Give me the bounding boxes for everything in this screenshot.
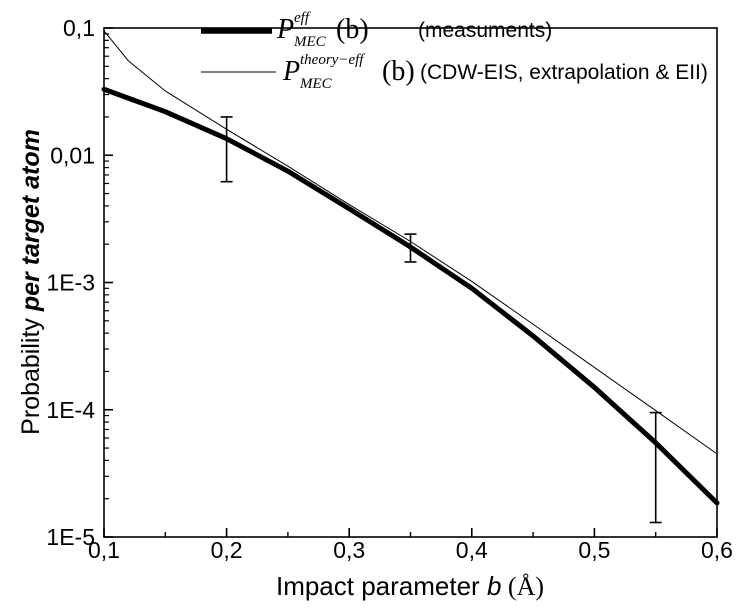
x-tick-label: 0,3 [333, 537, 365, 563]
legend-label-1: P eff MEC (b) [276, 9, 369, 50]
legend-1-sup: eff [294, 10, 311, 26]
x-tick-label: 0,1 [88, 537, 120, 563]
legend: P eff MEC (b) (measuments) P theory−eff … [201, 9, 708, 92]
y-axis-title: Probability per target atom [17, 129, 45, 435]
error-bar [220, 116, 233, 183]
legend-1-symbol: P [276, 14, 294, 45]
x-tick-label: 0,6 [701, 537, 733, 563]
legend-2-sub: MEC [299, 76, 333, 92]
error-bar [649, 411, 662, 524]
x-tick-label: 0,2 [211, 537, 243, 563]
y-tick-label: 1E-3 [46, 270, 95, 296]
legend-note-1: (measuments) [418, 19, 552, 42]
x-tick-label: 0,4 [456, 537, 488, 563]
series-line-theory [103, 30, 718, 455]
x-tick-label: 0,5 [578, 537, 610, 563]
errorbar-layer [220, 116, 662, 524]
plot-frame [103, 27, 718, 538]
legend-2-sup: theory−eff [300, 52, 365, 68]
legend-2-arg: (b) [382, 56, 415, 87]
y-tick-label: 0,1 [63, 15, 95, 41]
y-tick-label: 1E-5 [46, 524, 95, 550]
legend-2-symbol: P [282, 56, 300, 87]
x-axis-title-unit: (Å) [501, 572, 544, 601]
y-axis-title-prefix: Probability [17, 311, 45, 435]
y-tick-label: 0,01 [50, 142, 95, 168]
error-bar [404, 233, 417, 263]
x-axis-title-prefix: Impact parameter [276, 571, 487, 601]
legend-1-arg: (b) [336, 14, 369, 45]
series-line-measurements [101, 86, 720, 506]
y-axis-title-emph: per target atom [17, 129, 45, 312]
legend-1-sub: MEC [293, 34, 327, 50]
series-layer [101, 30, 720, 506]
tick-layer: 0,1 0,2 0,3 0,4 0,5 0,6 0,1 0,01 1E-3 1E-4 1E-5 [46, 15, 733, 563]
legend-label-2: P theory−eff MEC (b) [282, 51, 415, 92]
legend-note-2: (CDW-EIS, extrapolation & EII) [420, 61, 708, 84]
x-axis-title-var: b [487, 571, 501, 601]
y-tick-label: 1E-4 [46, 397, 95, 423]
x-axis-title: Impact parameter b (Å) [276, 571, 544, 601]
